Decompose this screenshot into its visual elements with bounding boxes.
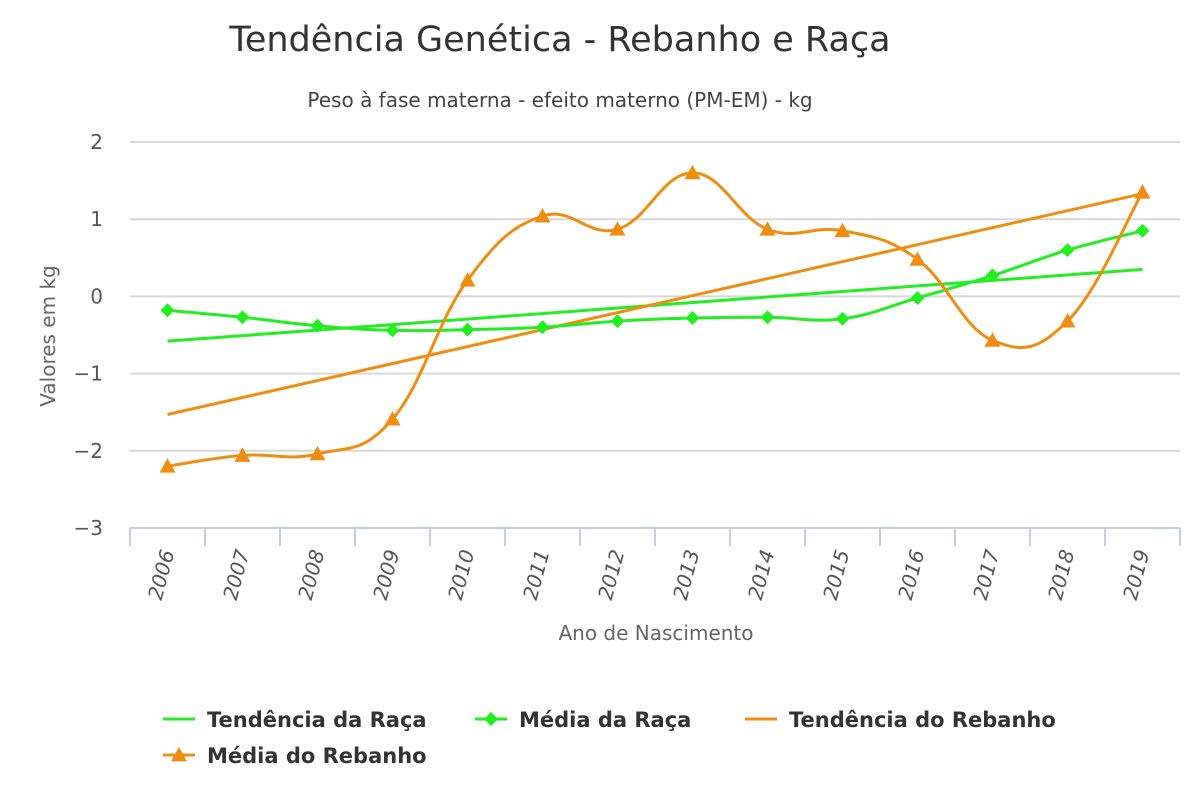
data-point-diamond [385,323,400,338]
x-tick-label: 2018 [1043,547,1079,602]
x-tick-label: 2011 [518,547,554,602]
x-tick-label: 2016 [893,547,929,602]
data-point-diamond [835,311,850,326]
data-point-diamond [1060,243,1075,258]
x-tick-label: 2014 [743,547,779,602]
x-tick-label: 2012 [593,547,629,602]
y-tick-label: 0 [90,284,103,308]
legend-item: Média da Raça [475,708,691,732]
data-point-diamond [760,310,775,325]
series-tend-ncia-do-rebanho [167,192,1143,416]
x-axis-title: Ano de Nascimento [558,621,753,645]
y-axis-title: Valores em kg [36,265,60,406]
chart-subtitle: Peso à fase materna - efeito materno (PM… [307,88,812,112]
data-point-triangle [834,222,851,238]
x-axis: 2006 2007 2008 2009 2010 2011 2012 2013 2014 2015… [129,527,1181,603]
data-point-triangle [159,458,176,473]
legend-label: Tendência do Rebanho [789,708,1056,732]
data-point-triangle [234,447,251,462]
x-tick-label: 2017 [968,547,1004,603]
data-point-diamond [610,314,625,329]
plot-area [159,164,1151,473]
data-point-diamond [160,303,175,318]
data-point-triangle [384,411,401,426]
legend-marker [484,712,498,726]
data-point-diamond [235,310,250,325]
y-axis-ticks: 2 1 0 −1 −2 −3 [74,130,103,540]
x-tick-label: 2006 [143,547,179,602]
data-point-triangle [759,221,776,236]
data-point-triangle [984,332,1001,347]
data-point-triangle [534,208,551,223]
x-tick-label: 2019 [1118,547,1154,602]
x-tick-label: 2015 [818,547,854,602]
y-tick-label: −3 [74,516,103,540]
data-point-diamond [535,320,550,335]
legend-label: Média do Rebanho [207,744,427,768]
data-point-triangle [1134,184,1151,199]
x-tick-label: 2010 [443,547,479,602]
data-point-triangle [309,445,326,461]
legend-marker [171,747,187,762]
series-line [167,229,1143,333]
legend: Tendência da Raça Média da Raça Tendência … [163,708,1056,768]
data-point-diamond [985,268,1000,283]
y-tick-label: 2 [90,130,103,154]
legend-label: Média da Raça [519,708,691,732]
data-point-diamond [1135,223,1150,238]
chart-title: Tendência Genética - Rebanho e Raça [228,20,890,60]
data-point-triangle [459,272,476,287]
data-point-triangle [609,221,626,236]
series-m-dia-da-ra-a [160,223,1150,338]
legend-item: Média do Rebanho [163,744,427,768]
data-point-triangle [909,251,926,266]
y-tick-label: −1 [74,362,103,386]
grid [130,141,1180,452]
data-point-diamond [910,290,925,305]
y-tick-label: −2 [74,439,103,463]
legend-label: Tendência da Raça [207,708,427,732]
x-tick-label: 2009 [368,547,404,602]
y-tick-label: 1 [90,207,103,231]
data-point-triangle [684,164,701,180]
data-point-diamond [685,311,700,326]
x-tick-label: 2008 [293,547,329,602]
legend-item: Tendência da Raça [163,708,427,732]
x-tick-label: 2013 [668,547,704,602]
legend-item: Tendência do Rebanho [745,708,1056,732]
data-point-diamond [460,322,475,337]
data-point-triangle [1059,313,1076,328]
data-point-diamond [310,318,325,333]
series-m-dia-do-rebanho [159,164,1151,473]
trend-line [167,192,1143,416]
x-tick-label: 2007 [218,547,254,603]
